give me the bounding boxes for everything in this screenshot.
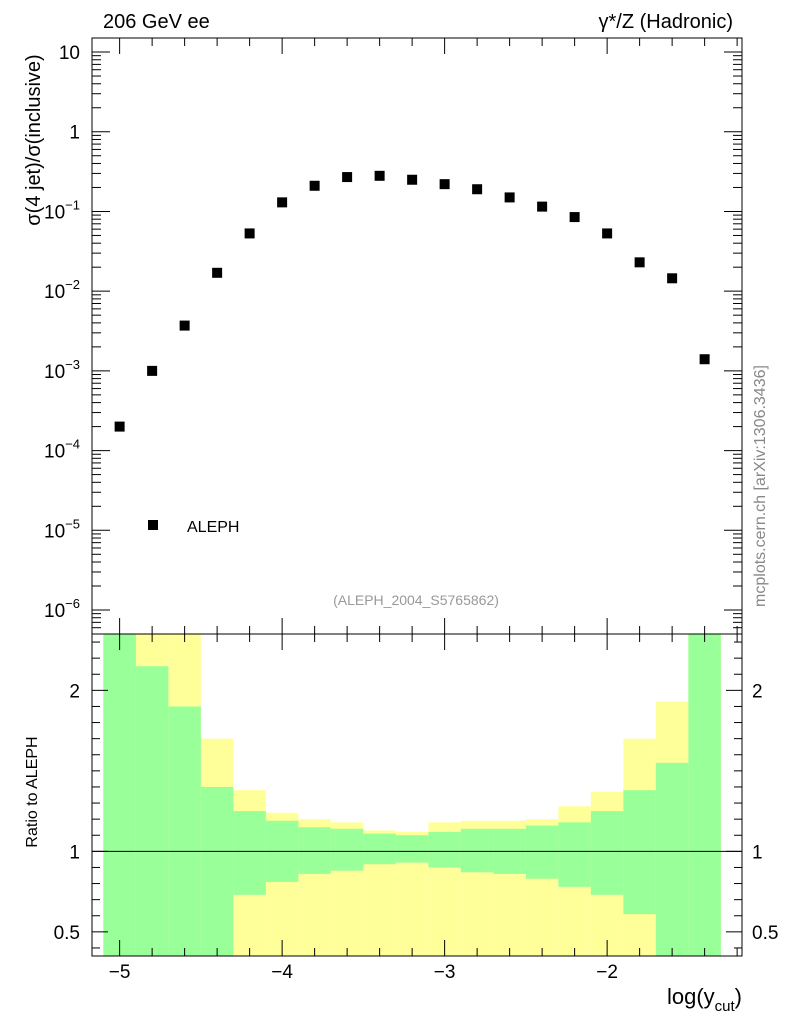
y-tick-label: 10−1 xyxy=(44,197,80,223)
main-plot-frame xyxy=(91,37,743,635)
legend-label: ALEPH xyxy=(187,519,239,536)
legend-marker xyxy=(148,520,158,530)
stat-uncertainty-band xyxy=(395,835,429,863)
y-tick-label: 10−4 xyxy=(44,437,80,463)
data-point xyxy=(342,172,353,183)
data-point xyxy=(439,179,450,190)
data-point xyxy=(407,174,418,185)
source-label: mcplots.cern.ch [arXiv:1306.3436] xyxy=(752,365,769,607)
y-tick-label: 10−2 xyxy=(44,277,80,303)
stat-uncertainty-band xyxy=(590,811,624,895)
main-y-axis: 10−6 10−5 10−4 10−3 10−2 10−1 1 10 xyxy=(44,38,742,635)
ratio-y-tick-label-left: 1 xyxy=(69,842,80,863)
y-tick-label: 10 xyxy=(59,43,80,64)
stat-uncertainty-band xyxy=(525,825,559,879)
y-tick-label: 10−3 xyxy=(44,357,80,383)
data-point xyxy=(179,320,190,331)
ratio-plot-frame xyxy=(91,633,743,957)
data-point xyxy=(602,228,613,239)
stat-uncertainty-band xyxy=(200,786,234,956)
stat-uncertainty-band xyxy=(558,822,591,887)
data-point xyxy=(309,180,320,191)
stat-uncertainty-band xyxy=(428,832,461,868)
data-point xyxy=(667,273,678,284)
stat-uncertainty-band xyxy=(298,827,331,874)
main-panel: 10−6 10−5 10−4 10−3 10−2 10−1 1 10 σ(4 jet)/σ(i… xyxy=(23,37,743,635)
ratio-y-tick-label-right: 0.5 xyxy=(752,923,778,944)
x-tick-label: −4 xyxy=(271,962,293,983)
ratio-axes: 0.5 0.5 1 1 2 2 −5 −4 −3 −2 xyxy=(54,634,778,983)
data-point xyxy=(374,170,385,181)
stat-uncertainty-band xyxy=(168,706,201,956)
ratio-y-tick-label-left: 2 xyxy=(69,681,80,702)
x-axis-title: log(ycut) xyxy=(667,984,742,1015)
stat-uncertainty-band xyxy=(330,828,364,871)
data-point xyxy=(114,421,125,432)
ratio-y-tick-label-right: 2 xyxy=(752,681,763,702)
energy-label: 206 GeV ee xyxy=(103,11,210,33)
stat-uncertainty-band xyxy=(363,833,396,865)
x-tick-label: −3 xyxy=(434,962,456,983)
stat-uncertainty-band xyxy=(623,790,656,915)
data-point xyxy=(472,184,483,195)
process-label: γ*/Z (Hadronic) xyxy=(599,11,733,33)
stat-uncertainty-band xyxy=(135,666,169,956)
uncertainty-bands xyxy=(103,634,721,956)
y-tick-label: 10−5 xyxy=(44,516,80,542)
ratio-y-axis-title: Ratio to ALEPH xyxy=(24,736,41,847)
data-points xyxy=(114,170,710,432)
data-point xyxy=(504,192,515,203)
ratio-panel: 0.5 0.5 1 1 2 2 −5 −4 −3 −2 Ratio to ALEPH log(yc… xyxy=(24,633,778,1015)
stat-uncertainty-band xyxy=(103,634,136,956)
data-point xyxy=(212,267,223,278)
analysis-watermark: (ALEPH_2004_S5765862) xyxy=(333,592,499,608)
data-point xyxy=(277,197,288,208)
data-point xyxy=(147,365,158,376)
data-point xyxy=(244,228,255,239)
data-point xyxy=(699,354,710,365)
data-point xyxy=(537,201,548,212)
main-y-axis-title: σ(4 jet)/σ(inclusive) xyxy=(23,54,45,225)
y-tick-label: 10−6 xyxy=(44,596,80,622)
y-tick-label: 1 xyxy=(69,123,80,144)
stat-uncertainty-band xyxy=(655,762,689,956)
data-point xyxy=(634,257,645,268)
x-tick-label: −5 xyxy=(109,962,131,983)
stat-uncertainty-band xyxy=(460,828,494,873)
stat-uncertainty-band xyxy=(233,811,266,895)
x-tick-label: −2 xyxy=(596,962,618,983)
data-point xyxy=(569,212,580,223)
ratio-y-tick-label-left: 0.5 xyxy=(54,923,80,944)
ratio-y-tick-label-right: 1 xyxy=(752,842,763,863)
stat-uncertainty-band xyxy=(688,634,721,956)
